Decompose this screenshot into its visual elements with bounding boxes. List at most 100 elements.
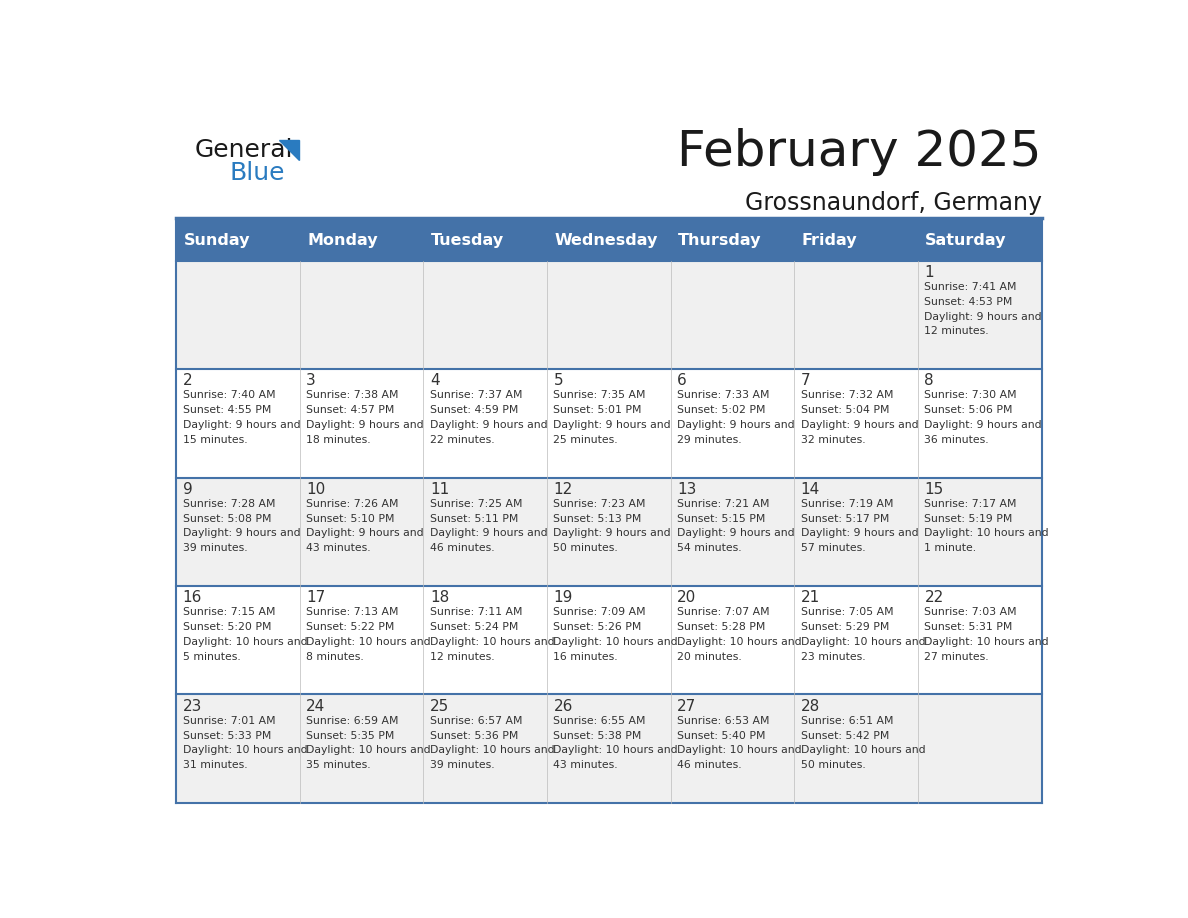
Text: Sunrise: 7:28 AM: Sunrise: 7:28 AM [183, 498, 276, 509]
Text: 5: 5 [554, 374, 563, 388]
Polygon shape [279, 140, 299, 160]
Text: Sunrise: 7:35 AM: Sunrise: 7:35 AM [554, 390, 646, 400]
Text: 39 minutes.: 39 minutes. [430, 760, 494, 770]
Text: Tuesday: Tuesday [431, 233, 504, 248]
Text: Daylight: 10 hours and: Daylight: 10 hours and [430, 745, 555, 756]
Text: 31 minutes.: 31 minutes. [183, 760, 247, 770]
Text: February 2025: February 2025 [677, 128, 1042, 176]
Text: Sunset: 4:55 PM: Sunset: 4:55 PM [183, 405, 271, 415]
Text: Daylight: 9 hours and: Daylight: 9 hours and [677, 420, 795, 430]
FancyBboxPatch shape [176, 477, 1042, 586]
Text: Sunrise: 6:53 AM: Sunrise: 6:53 AM [677, 716, 770, 725]
Text: Sunrise: 7:25 AM: Sunrise: 7:25 AM [430, 498, 523, 509]
Text: Sunset: 5:33 PM: Sunset: 5:33 PM [183, 731, 271, 741]
Text: Sunset: 5:02 PM: Sunset: 5:02 PM [677, 405, 765, 415]
Text: Daylight: 10 hours and: Daylight: 10 hours and [801, 745, 925, 756]
Text: Sunset: 5:31 PM: Sunset: 5:31 PM [924, 622, 1012, 633]
Text: Sunset: 5:10 PM: Sunset: 5:10 PM [307, 514, 394, 523]
Text: 8 minutes.: 8 minutes. [307, 652, 364, 662]
Text: 18: 18 [430, 590, 449, 605]
Text: 57 minutes.: 57 minutes. [801, 543, 865, 554]
Text: Wednesday: Wednesday [555, 233, 658, 248]
Text: 1 minute.: 1 minute. [924, 543, 977, 554]
Text: Sunset: 5:22 PM: Sunset: 5:22 PM [307, 622, 394, 633]
Text: 12: 12 [554, 482, 573, 497]
Text: Saturday: Saturday [925, 233, 1006, 248]
Text: Sunrise: 7:40 AM: Sunrise: 7:40 AM [183, 390, 276, 400]
Text: Sunrise: 7:15 AM: Sunrise: 7:15 AM [183, 607, 276, 617]
Text: Sunrise: 6:59 AM: Sunrise: 6:59 AM [307, 716, 399, 725]
Text: 54 minutes.: 54 minutes. [677, 543, 741, 554]
Text: 3: 3 [307, 374, 316, 388]
Text: Daylight: 9 hours and: Daylight: 9 hours and [554, 420, 671, 430]
Text: 43 minutes.: 43 minutes. [307, 543, 371, 554]
Text: Sunset: 4:53 PM: Sunset: 4:53 PM [924, 297, 1012, 307]
Text: 15 minutes.: 15 minutes. [183, 435, 247, 445]
Text: Daylight: 9 hours and: Daylight: 9 hours and [183, 420, 301, 430]
Text: Sunrise: 6:55 AM: Sunrise: 6:55 AM [554, 716, 646, 725]
Text: Daylight: 9 hours and: Daylight: 9 hours and [430, 420, 548, 430]
Text: Daylight: 10 hours and: Daylight: 10 hours and [307, 637, 431, 647]
Text: 1: 1 [924, 265, 934, 280]
Text: Sunset: 4:57 PM: Sunset: 4:57 PM [307, 405, 394, 415]
Text: 11: 11 [430, 482, 449, 497]
Text: Daylight: 10 hours and: Daylight: 10 hours and [924, 637, 1049, 647]
Text: Daylight: 9 hours and: Daylight: 9 hours and [307, 420, 424, 430]
Text: 12 minutes.: 12 minutes. [924, 327, 990, 337]
Text: 27: 27 [677, 699, 696, 713]
Text: 20 minutes.: 20 minutes. [677, 652, 741, 662]
Text: 18 minutes.: 18 minutes. [307, 435, 371, 445]
Text: 29 minutes.: 29 minutes. [677, 435, 741, 445]
Text: Sunrise: 6:51 AM: Sunrise: 6:51 AM [801, 716, 893, 725]
Text: 32 minutes.: 32 minutes. [801, 435, 865, 445]
Text: Sunset: 4:59 PM: Sunset: 4:59 PM [430, 405, 518, 415]
Text: Sunset: 5:04 PM: Sunset: 5:04 PM [801, 405, 890, 415]
Text: Sunrise: 7:23 AM: Sunrise: 7:23 AM [554, 498, 646, 509]
Text: 20: 20 [677, 590, 696, 605]
Text: 28: 28 [801, 699, 820, 713]
Text: 25 minutes.: 25 minutes. [554, 435, 618, 445]
Text: Sunrise: 7:03 AM: Sunrise: 7:03 AM [924, 607, 1017, 617]
Text: Sunset: 5:19 PM: Sunset: 5:19 PM [924, 514, 1012, 523]
Text: Sunset: 5:38 PM: Sunset: 5:38 PM [554, 731, 642, 741]
Text: 35 minutes.: 35 minutes. [307, 760, 371, 770]
Text: 8: 8 [924, 374, 934, 388]
Text: Sunset: 5:29 PM: Sunset: 5:29 PM [801, 622, 889, 633]
Text: Daylight: 9 hours and: Daylight: 9 hours and [554, 529, 671, 539]
Text: 39 minutes.: 39 minutes. [183, 543, 247, 554]
FancyBboxPatch shape [176, 219, 1042, 261]
Text: Daylight: 9 hours and: Daylight: 9 hours and [924, 420, 1042, 430]
Text: 25: 25 [430, 699, 449, 713]
Text: Sunset: 5:20 PM: Sunset: 5:20 PM [183, 622, 271, 633]
Text: Sunset: 5:13 PM: Sunset: 5:13 PM [554, 514, 642, 523]
Text: 14: 14 [801, 482, 820, 497]
Text: Sunset: 5:28 PM: Sunset: 5:28 PM [677, 622, 765, 633]
Text: Daylight: 10 hours and: Daylight: 10 hours and [924, 529, 1049, 539]
Text: Sunset: 5:35 PM: Sunset: 5:35 PM [307, 731, 394, 741]
Text: 17: 17 [307, 590, 326, 605]
Text: Daylight: 10 hours and: Daylight: 10 hours and [554, 745, 678, 756]
Text: Sunset: 5:15 PM: Sunset: 5:15 PM [677, 514, 765, 523]
Text: Sunset: 5:08 PM: Sunset: 5:08 PM [183, 514, 271, 523]
Text: Sunrise: 7:30 AM: Sunrise: 7:30 AM [924, 390, 1017, 400]
Text: 22: 22 [924, 590, 943, 605]
Text: Friday: Friday [802, 233, 858, 248]
Text: Sunset: 5:11 PM: Sunset: 5:11 PM [430, 514, 518, 523]
Text: 50 minutes.: 50 minutes. [801, 760, 866, 770]
Text: Sunrise: 7:19 AM: Sunrise: 7:19 AM [801, 498, 893, 509]
Text: Daylight: 10 hours and: Daylight: 10 hours and [554, 637, 678, 647]
Text: Sunrise: 7:01 AM: Sunrise: 7:01 AM [183, 716, 276, 725]
Text: Sunrise: 7:21 AM: Sunrise: 7:21 AM [677, 498, 770, 509]
Text: Monday: Monday [308, 233, 378, 248]
Text: Sunrise: 7:38 AM: Sunrise: 7:38 AM [307, 390, 399, 400]
Text: 19: 19 [554, 590, 573, 605]
Text: 16 minutes.: 16 minutes. [554, 652, 618, 662]
Text: Sunset: 5:01 PM: Sunset: 5:01 PM [554, 405, 642, 415]
Text: Sunrise: 7:07 AM: Sunrise: 7:07 AM [677, 607, 770, 617]
Text: Sunrise: 7:13 AM: Sunrise: 7:13 AM [307, 607, 399, 617]
Text: 21: 21 [801, 590, 820, 605]
Text: Sunset: 5:42 PM: Sunset: 5:42 PM [801, 731, 889, 741]
Text: Sunday: Sunday [183, 233, 249, 248]
FancyBboxPatch shape [176, 586, 1042, 694]
Text: 23: 23 [183, 699, 202, 713]
